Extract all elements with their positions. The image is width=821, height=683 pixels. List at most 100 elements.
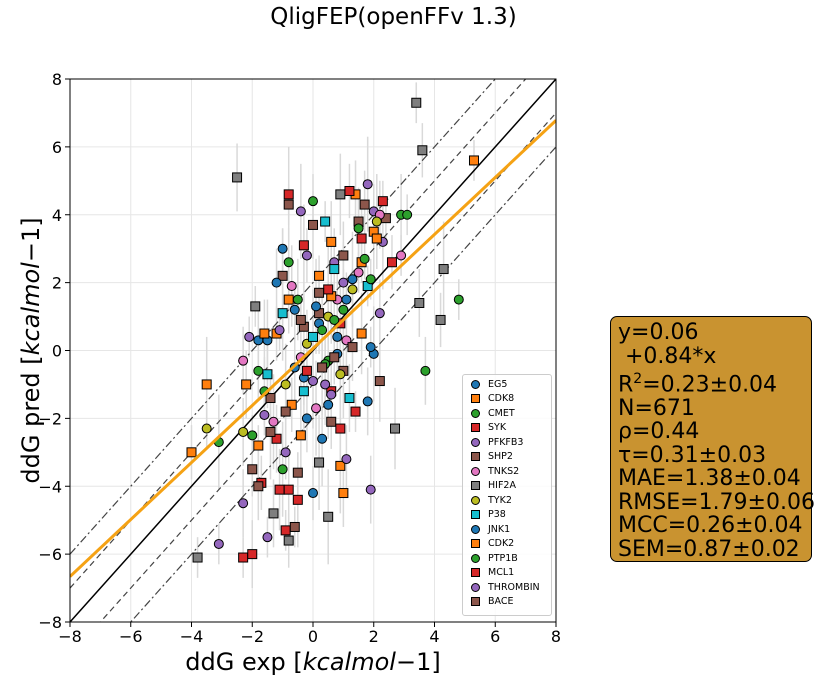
- data-point: [414, 297, 425, 308]
- y-tick-label: 4: [52, 206, 62, 225]
- legend-marker: [471, 582, 480, 592]
- data-point: [453, 294, 464, 305]
- y-axis-label: ddG pred [kcalmol−1]: [17, 217, 45, 483]
- data-point: [308, 376, 318, 387]
- legend-label: TNKS2: [488, 465, 520, 477]
- stat-r2: R2=0.23±0.04: [618, 371, 778, 398]
- data-point: [329, 314, 340, 325]
- legend-marker: [471, 408, 480, 418]
- data-point: [283, 294, 294, 305]
- data-point: [274, 484, 285, 495]
- legend-item: P38: [467, 508, 547, 523]
- data-point: [374, 308, 385, 319]
- data-point: [317, 325, 328, 336]
- legend-label: BACE: [488, 596, 514, 608]
- data-point: [238, 426, 249, 437]
- legend-item: EG5: [467, 377, 547, 392]
- data-point: [277, 308, 288, 319]
- legend-label: EG5: [488, 378, 508, 390]
- data-point: [347, 284, 358, 295]
- data-point: [292, 494, 303, 505]
- data-point: [253, 481, 264, 492]
- data-point: [314, 270, 325, 281]
- y-tick-label: 2: [52, 274, 62, 293]
- data-point: [335, 423, 346, 434]
- legend-marker: [471, 466, 480, 476]
- data-point: [280, 379, 291, 390]
- legend-label: CDK2: [488, 538, 515, 550]
- data-point: [301, 365, 312, 376]
- data-point: [253, 440, 264, 451]
- data-point: [353, 223, 364, 234]
- data-point: [265, 393, 276, 404]
- legend-marker: [471, 568, 480, 578]
- data-point: [186, 447, 197, 458]
- data-point: [353, 267, 364, 278]
- data-point: [326, 236, 337, 247]
- legend-label: SYK: [488, 422, 507, 434]
- legend-marker: [471, 539, 480, 549]
- data-point: [241, 379, 252, 390]
- data-point: [244, 331, 255, 342]
- x-tick-label: 8: [551, 627, 561, 646]
- legend-label: PFKFB3: [488, 436, 524, 448]
- data-point: [326, 416, 337, 427]
- data-point: [238, 498, 249, 509]
- x-tick-label: −6: [119, 627, 143, 646]
- stat-rmse: RMSE=1.79±0.06: [618, 489, 815, 515]
- data-point: [365, 342, 376, 353]
- data-point: [286, 281, 297, 292]
- legend-marker: [471, 597, 480, 607]
- data-point: [250, 301, 261, 312]
- legend-marker: [471, 524, 480, 534]
- legend-marker: [471, 495, 480, 505]
- data-point: [468, 155, 479, 166]
- data-point: [332, 331, 343, 342]
- data-point: [371, 216, 382, 227]
- y-tick-label: −8: [38, 613, 62, 632]
- data-point: [320, 216, 331, 227]
- legend-item: SYK: [467, 421, 547, 436]
- stat-tau: τ=0.31±0.03: [618, 442, 767, 468]
- data-point: [359, 199, 370, 210]
- data-point: [201, 423, 212, 434]
- data-point: [374, 376, 385, 387]
- data-point: [377, 196, 388, 207]
- data-point: [247, 430, 258, 441]
- data-point: [238, 552, 249, 563]
- x-tick-label: 2: [369, 627, 379, 646]
- data-point: [359, 253, 370, 264]
- legend-label: MCL1: [488, 567, 515, 579]
- data-point: [362, 179, 373, 190]
- data-point: [259, 409, 270, 420]
- stat-equation: y=0.06: [618, 320, 699, 345]
- x-tick-label: −2: [240, 627, 264, 646]
- data-point: [283, 189, 294, 200]
- data-point: [435, 314, 446, 325]
- y-tick-label: 6: [52, 138, 62, 157]
- data-point: [308, 488, 318, 499]
- data-point: [335, 460, 346, 471]
- x-tick-label: −8: [58, 627, 82, 646]
- data-point: [283, 535, 294, 546]
- data-point: [365, 484, 376, 495]
- data-point: [347, 342, 358, 353]
- legend-label: PTP1B: [488, 552, 518, 564]
- data-point: [344, 393, 355, 404]
- data-point: [308, 219, 318, 230]
- data-point: [308, 331, 318, 342]
- data-point: [320, 379, 331, 390]
- data-point: [253, 365, 264, 376]
- data-point: [283, 257, 294, 268]
- data-point: [289, 304, 300, 315]
- data-point: [277, 464, 288, 475]
- data-point: [295, 430, 306, 441]
- data-point: [286, 399, 297, 410]
- data-point: [362, 396, 373, 407]
- stat-mae: MAE=1.38±0.04: [618, 466, 801, 492]
- data-point: [280, 525, 291, 536]
- data-point: [323, 399, 334, 410]
- data-point: [271, 277, 282, 288]
- fit-line: [70, 119, 556, 578]
